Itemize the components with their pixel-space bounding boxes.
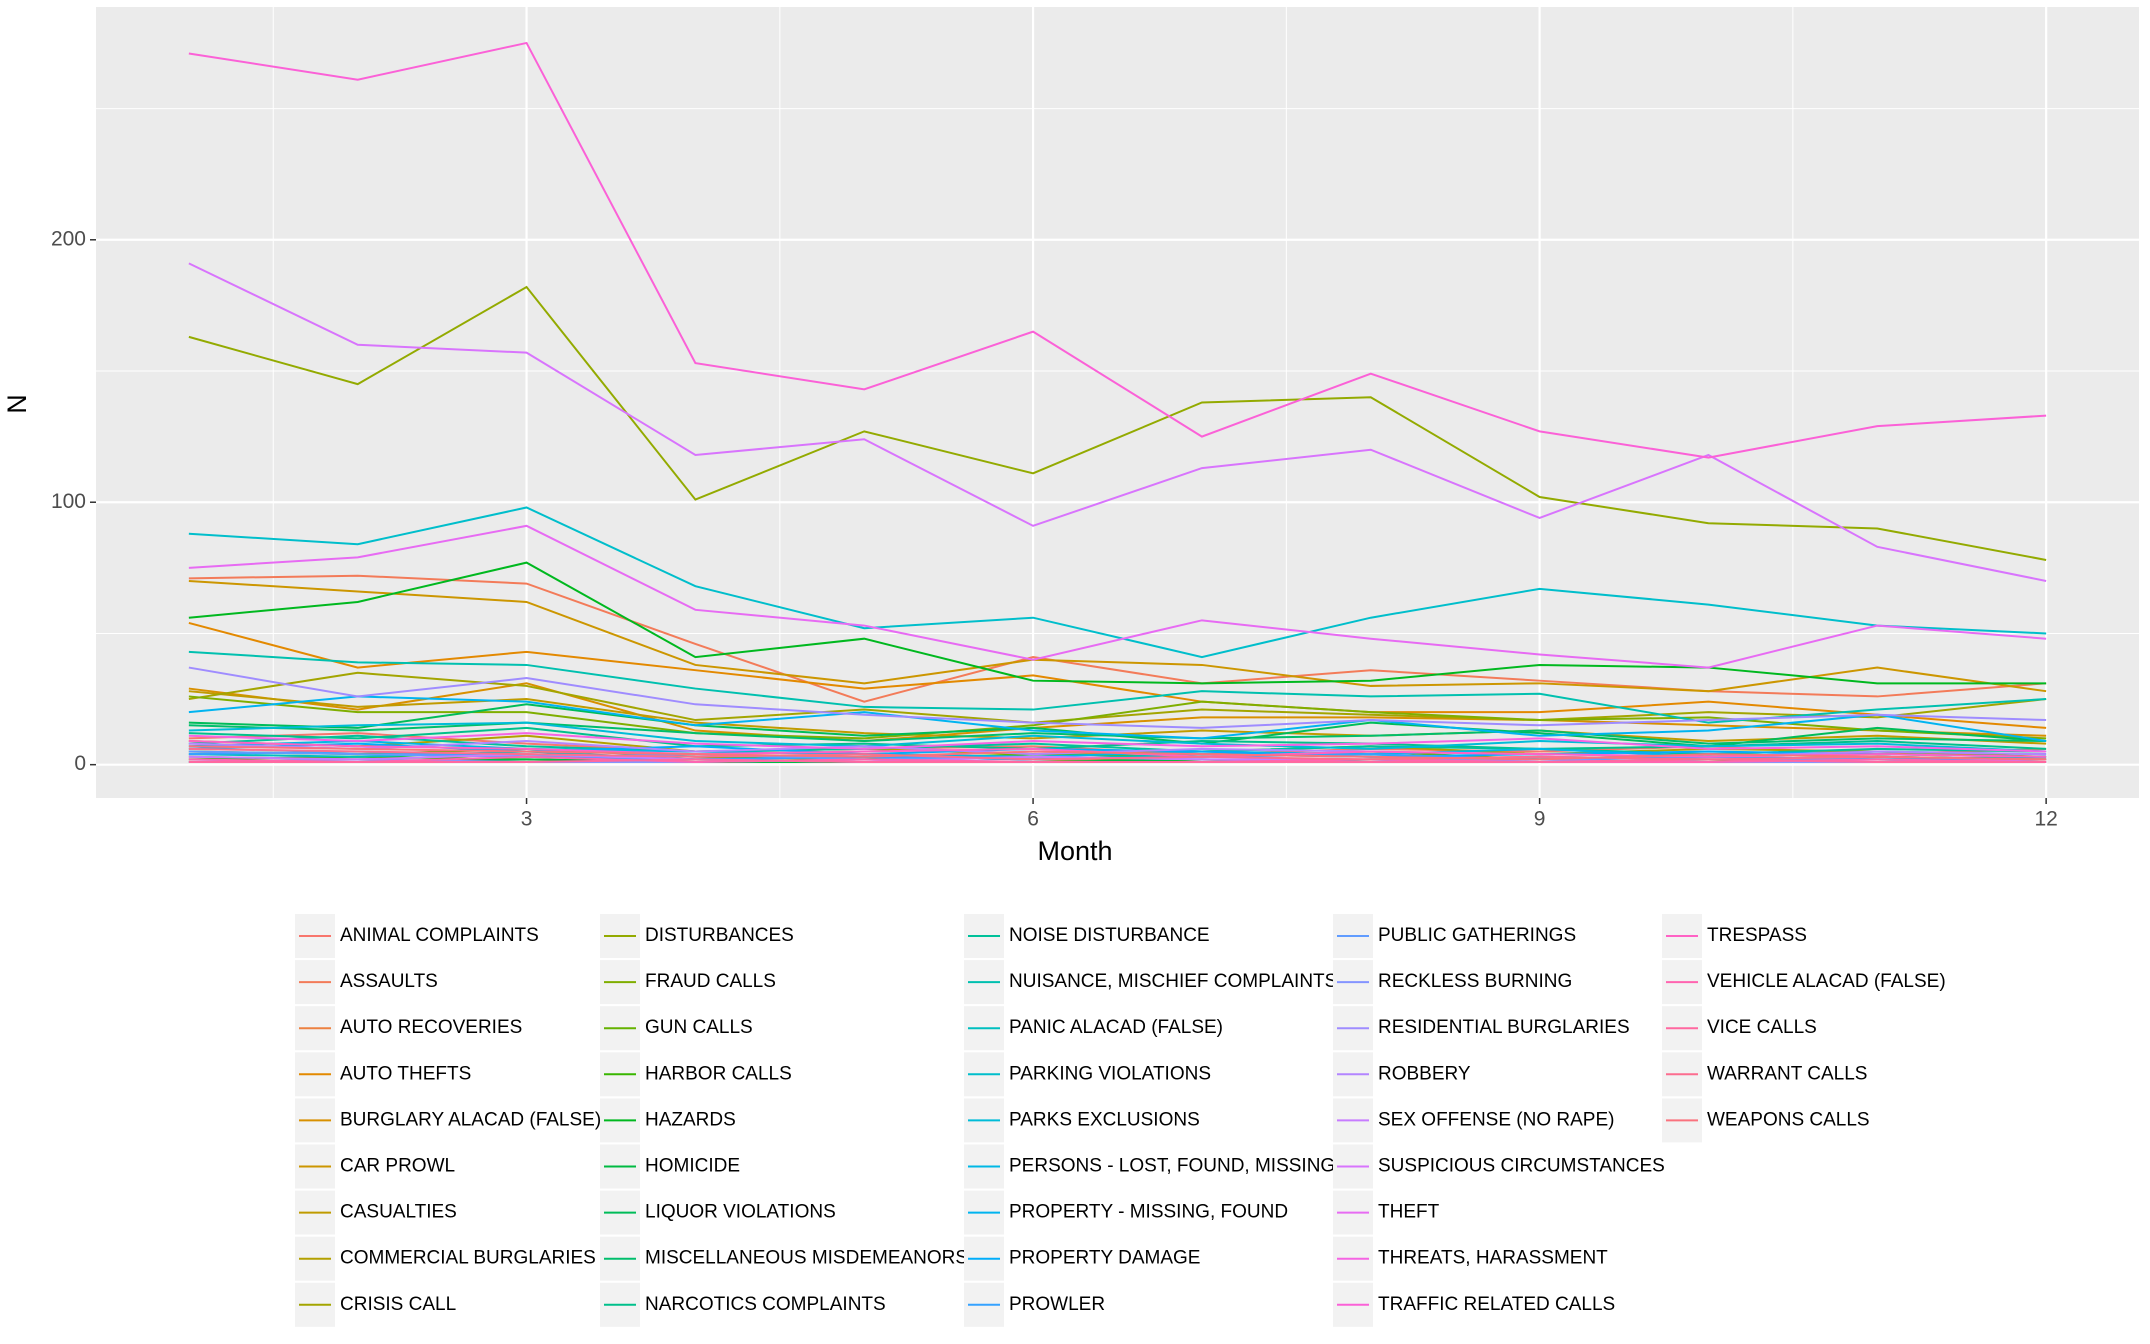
legend-label: PERSONS - LOST, FOUND, MISSING [1009, 1156, 1335, 1177]
legend-label: PUBLIC GATHERINGS [1378, 925, 1576, 946]
grid [96, 7, 2139, 798]
legend-label: RESIDENTIAL BURGLARIES [1378, 1017, 1630, 1038]
legend-label: ROBBERY [1378, 1063, 1471, 1084]
axes: 0 100 200 3 6 9 12 [51, 227, 2058, 830]
lines [188, 41, 2047, 764]
series-line [188, 621, 2047, 729]
legend-label: CASUALTIES [340, 1202, 457, 1223]
x-tick-label: 9 [1534, 808, 1546, 831]
series-line [188, 734, 2047, 756]
series-line [188, 524, 2047, 669]
series-line [188, 747, 2047, 761]
panel [96, 7, 2139, 798]
legend-label: AUTO RECOVERIES [340, 1017, 522, 1038]
legend-label: PROWLER [1009, 1294, 1105, 1315]
series-line [188, 285, 2047, 561]
series-line [188, 721, 2047, 753]
legend: ANIMAL COMPLAINTS ASSAULTS AUTO RECOVERIES… [295, 914, 1946, 1327]
legend-label: PANIC ALACAD (FALSE) [1009, 1017, 1223, 1038]
y-tick-label: 200 [51, 227, 86, 250]
legend-label: DISTURBANCES [645, 925, 794, 946]
series-line [188, 732, 2047, 753]
x-tick-label: 12 [2034, 808, 2057, 831]
x-tick-label: 6 [1027, 808, 1039, 831]
legend-label: GUN CALLS [645, 1017, 753, 1038]
x-tick-label: 3 [521, 808, 533, 831]
legend-label: SUSPICIOUS CIRCUMSTANCES [1378, 1156, 1665, 1177]
series-line [188, 695, 2047, 743]
legend-label: VEHICLE ALACAD (FALSE) [1707, 971, 1946, 992]
series-line [188, 650, 2047, 724]
series-line [188, 574, 2047, 703]
legend-label: NARCOTICS COMPLAINTS [645, 1294, 886, 1315]
legend-label: PARKING VIOLATIONS [1009, 1063, 1211, 1084]
legend-label: ASSAULTS [340, 971, 438, 992]
legend-label: BURGLARY ALACAD (FALSE) [340, 1109, 601, 1130]
legend-label: TRAFFIC RELATED CALLS [1378, 1294, 1615, 1315]
series-line [188, 671, 2047, 724]
legend-label: LIQUOR VIOLATIONS [645, 1202, 836, 1223]
series-line [188, 745, 2047, 761]
series-line [188, 506, 2047, 659]
legend-label: PROPERTY DAMAGE [1009, 1248, 1200, 1269]
series-line [188, 579, 2047, 693]
legend-label: HAZARDS [645, 1109, 736, 1130]
legend-label: RECKLESS BURNING [1378, 971, 1572, 992]
series-line [188, 262, 2047, 582]
legend-label: NUISANCE, MISCHIEF COMPLAINTS [1009, 971, 1337, 992]
legend-label: FRAUD CALLS [645, 971, 776, 992]
series-line [188, 666, 2047, 729]
legend-label: ANIMAL COMPLAINTS [340, 925, 539, 946]
legend-label: MISCELLANEOUS MISDEMEANORS [645, 1248, 968, 1269]
legend-label: SEX OFFENSE (NO RAPE) [1378, 1109, 1614, 1130]
legend-label: CRISIS CALL [340, 1294, 456, 1315]
legend-label: PARKS EXCLUSIONS [1009, 1109, 1200, 1130]
legend-label: THREATS, HARASSMENT [1378, 1248, 1608, 1269]
y-tick-label: 100 [51, 490, 86, 513]
legend-label: CAR PROWL [340, 1156, 455, 1177]
legend-label: NOISE DISTURBANCE [1009, 925, 1210, 946]
legend-label: WEAPONS CALLS [1707, 1109, 1870, 1130]
legend-label: HOMICIDE [645, 1156, 740, 1177]
series-line [188, 682, 2047, 743]
legend-label: THEFT [1378, 1202, 1440, 1223]
legend-label: COMMERCIAL BURGLARIES [340, 1248, 596, 1269]
legend-label: HARBOR CALLS [645, 1063, 792, 1084]
y-axis-title: N [2, 394, 32, 414]
legend-label: PROPERTY - MISSING, FOUND [1009, 1202, 1288, 1223]
series-line [188, 41, 2047, 459]
legend-label: WARRANT CALLS [1707, 1063, 1867, 1084]
legend-label: AUTO THEFTS [340, 1063, 471, 1084]
legend-label: VICE CALLS [1707, 1017, 1817, 1038]
y-tick-label: 0 [74, 752, 86, 775]
legend-label: TRESPASS [1707, 925, 1807, 946]
series-line [188, 561, 2047, 685]
x-axis-title: Month [1037, 836, 1112, 866]
